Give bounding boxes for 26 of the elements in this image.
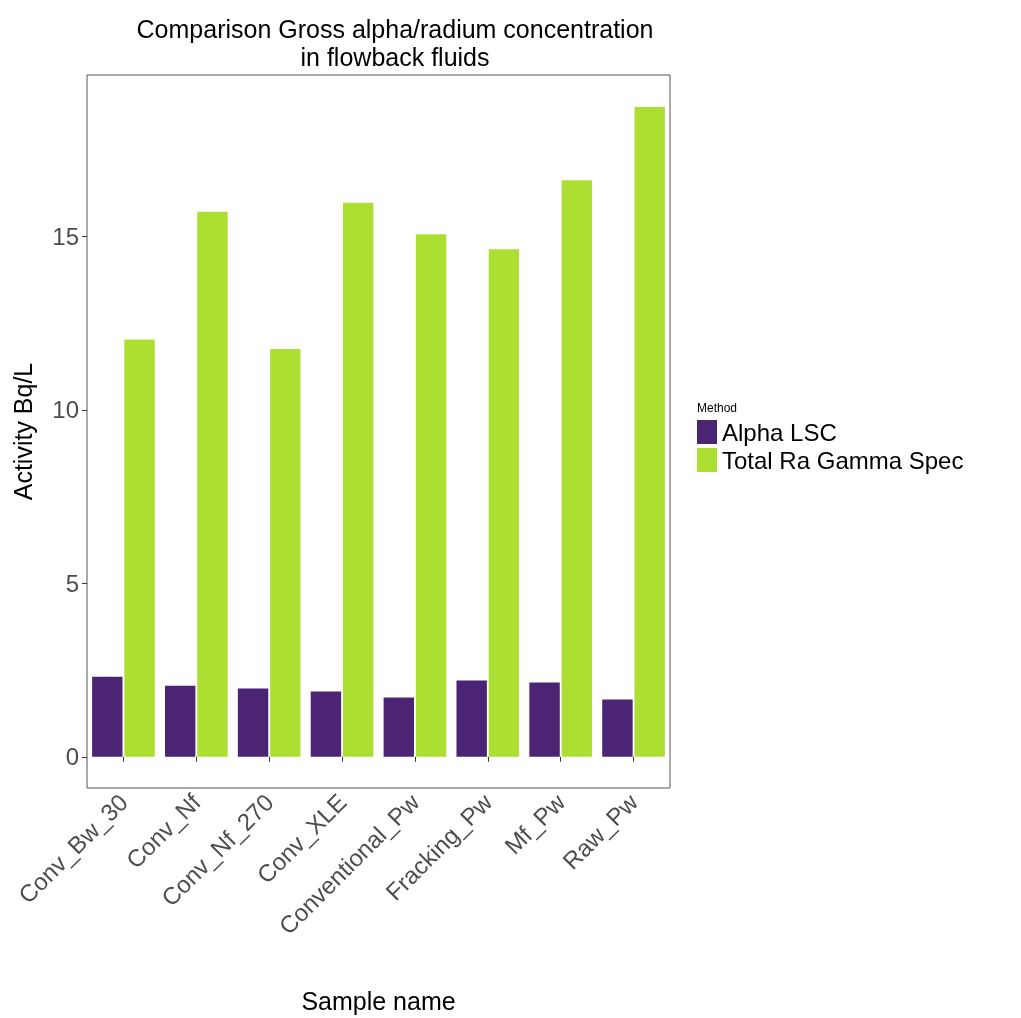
- x-axis-title: Sample name: [301, 986, 456, 1015]
- bar: [529, 682, 560, 757]
- bar: [415, 234, 447, 757]
- bar: [342, 202, 374, 757]
- y-tick-label: 5: [65, 569, 79, 597]
- bar: [237, 688, 269, 757]
- bar: [270, 349, 301, 757]
- bar: [92, 676, 123, 757]
- bar: [561, 180, 593, 757]
- y-axis-title: Activity Bq/L: [8, 362, 37, 501]
- legend-label: Total Ra Gamma Spec: [722, 446, 964, 474]
- bar: [634, 106, 665, 757]
- bar: [164, 685, 196, 757]
- bar: [383, 697, 415, 757]
- bar: [197, 211, 228, 757]
- y-tick-label: 15: [52, 222, 79, 250]
- legend-label: Alpha LSC: [722, 418, 837, 446]
- bar: [456, 680, 487, 757]
- y-tick-label: 0: [65, 743, 79, 771]
- bar: [488, 249, 520, 757]
- bar: [310, 691, 342, 757]
- chart-title: Comparison Gross alpha/radium concentration in flowback fluids: [136, 15, 654, 71]
- legend-title: Method: [697, 401, 738, 415]
- bar: [602, 699, 633, 757]
- y-tick-label: 10: [52, 396, 79, 424]
- bar: [124, 339, 155, 757]
